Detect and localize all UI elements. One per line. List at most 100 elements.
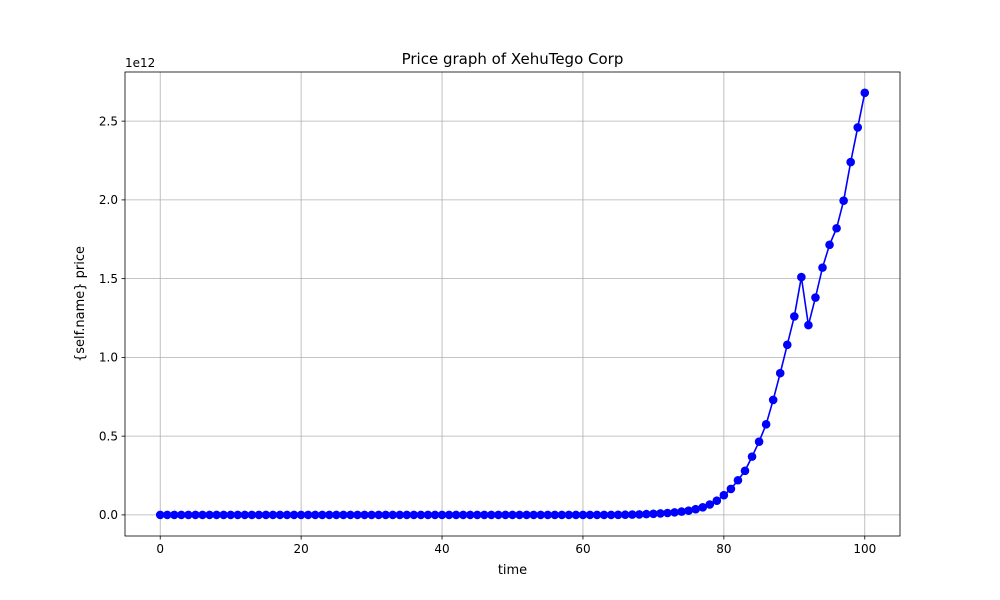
data-point xyxy=(768,395,778,405)
data-point xyxy=(395,510,405,520)
data-point xyxy=(846,157,855,167)
data-point xyxy=(409,510,419,520)
data-point xyxy=(754,437,764,446)
data-point xyxy=(818,263,827,272)
data-point xyxy=(698,503,708,512)
data-point xyxy=(578,510,588,520)
data-point xyxy=(184,510,193,520)
data-point xyxy=(402,510,412,520)
data-point xyxy=(353,510,362,520)
data-point xyxy=(649,509,658,519)
data-point xyxy=(205,510,214,520)
data-point xyxy=(465,510,475,520)
data-point xyxy=(740,466,750,476)
data-point xyxy=(254,510,264,520)
data-point xyxy=(515,510,524,520)
data-point xyxy=(444,510,454,520)
data-point xyxy=(811,293,820,302)
x-tick-label: 60 xyxy=(575,542,590,556)
x-tick-label: 0 xyxy=(156,542,164,556)
data-point xyxy=(705,500,715,509)
data-point xyxy=(289,510,299,520)
data-point xyxy=(233,510,243,520)
data-point xyxy=(529,510,538,520)
data-point xyxy=(585,510,595,520)
data-series xyxy=(155,88,870,520)
data-point xyxy=(177,510,186,520)
data-point xyxy=(627,510,637,519)
data-point xyxy=(825,240,834,250)
data-point xyxy=(691,504,700,514)
data-point xyxy=(451,510,461,520)
data-point xyxy=(332,510,341,520)
y-axis-label: {self.name} price xyxy=(73,246,88,362)
data-point xyxy=(170,510,179,520)
data-point xyxy=(726,484,736,494)
data-point xyxy=(790,312,799,321)
data-point xyxy=(599,510,609,520)
y-tick-label: 2.5 xyxy=(99,114,118,128)
data-point xyxy=(155,510,165,520)
data-point xyxy=(543,510,553,520)
data-point xyxy=(374,510,383,520)
y-axis-scale-label: 1e12 xyxy=(125,56,155,70)
data-point xyxy=(367,510,376,520)
data-point xyxy=(839,196,848,205)
data-point xyxy=(747,452,757,461)
axis-ticks: 0 20 40 60 80 100 0.0 0.5 1.0 1.5 2.0 2.5 xyxy=(99,114,876,556)
data-point xyxy=(494,510,503,520)
data-point xyxy=(775,368,785,378)
data-point xyxy=(212,510,221,520)
data-point xyxy=(550,510,560,520)
data-point xyxy=(472,510,482,520)
data-point xyxy=(670,508,679,517)
data-point xyxy=(296,510,306,520)
data-point xyxy=(635,510,644,519)
data-point xyxy=(733,475,743,485)
data-point xyxy=(782,340,792,350)
data-point xyxy=(310,510,320,520)
data-point xyxy=(508,510,517,520)
y-tick-label: 2.0 xyxy=(99,193,118,207)
data-point xyxy=(240,510,250,520)
x-tick-label: 40 xyxy=(434,542,449,556)
data-point xyxy=(860,88,870,98)
y-tick-label: 1.5 xyxy=(99,272,118,286)
data-point xyxy=(416,510,426,520)
data-point xyxy=(261,510,271,520)
data-point xyxy=(346,510,355,520)
data-point xyxy=(303,510,313,520)
y-tick-label: 0.0 xyxy=(99,508,118,522)
data-point xyxy=(536,510,545,520)
data-point xyxy=(719,490,729,500)
data-point xyxy=(571,510,581,520)
y-tick-label: 1.0 xyxy=(99,351,118,365)
data-point xyxy=(219,510,228,520)
data-point xyxy=(522,510,531,520)
data-point xyxy=(592,510,602,520)
data-point xyxy=(761,420,771,429)
data-point xyxy=(317,510,327,520)
data-point xyxy=(804,320,813,330)
data-point xyxy=(275,510,285,520)
data-point xyxy=(663,508,672,518)
data-point xyxy=(437,510,447,520)
data-point xyxy=(268,510,278,520)
data-point xyxy=(198,510,207,520)
data-point xyxy=(325,510,334,520)
data-point xyxy=(797,272,806,282)
data-point xyxy=(360,510,369,520)
data-point xyxy=(339,510,348,520)
data-point xyxy=(430,510,440,520)
y-tick-label: 0.5 xyxy=(99,429,118,443)
data-point xyxy=(247,510,257,520)
data-point xyxy=(226,510,235,520)
data-point xyxy=(423,510,433,520)
data-point xyxy=(282,510,292,520)
x-tick-label: 100 xyxy=(853,542,876,556)
data-point xyxy=(381,510,390,520)
data-point xyxy=(606,510,616,520)
data-point xyxy=(642,509,651,519)
